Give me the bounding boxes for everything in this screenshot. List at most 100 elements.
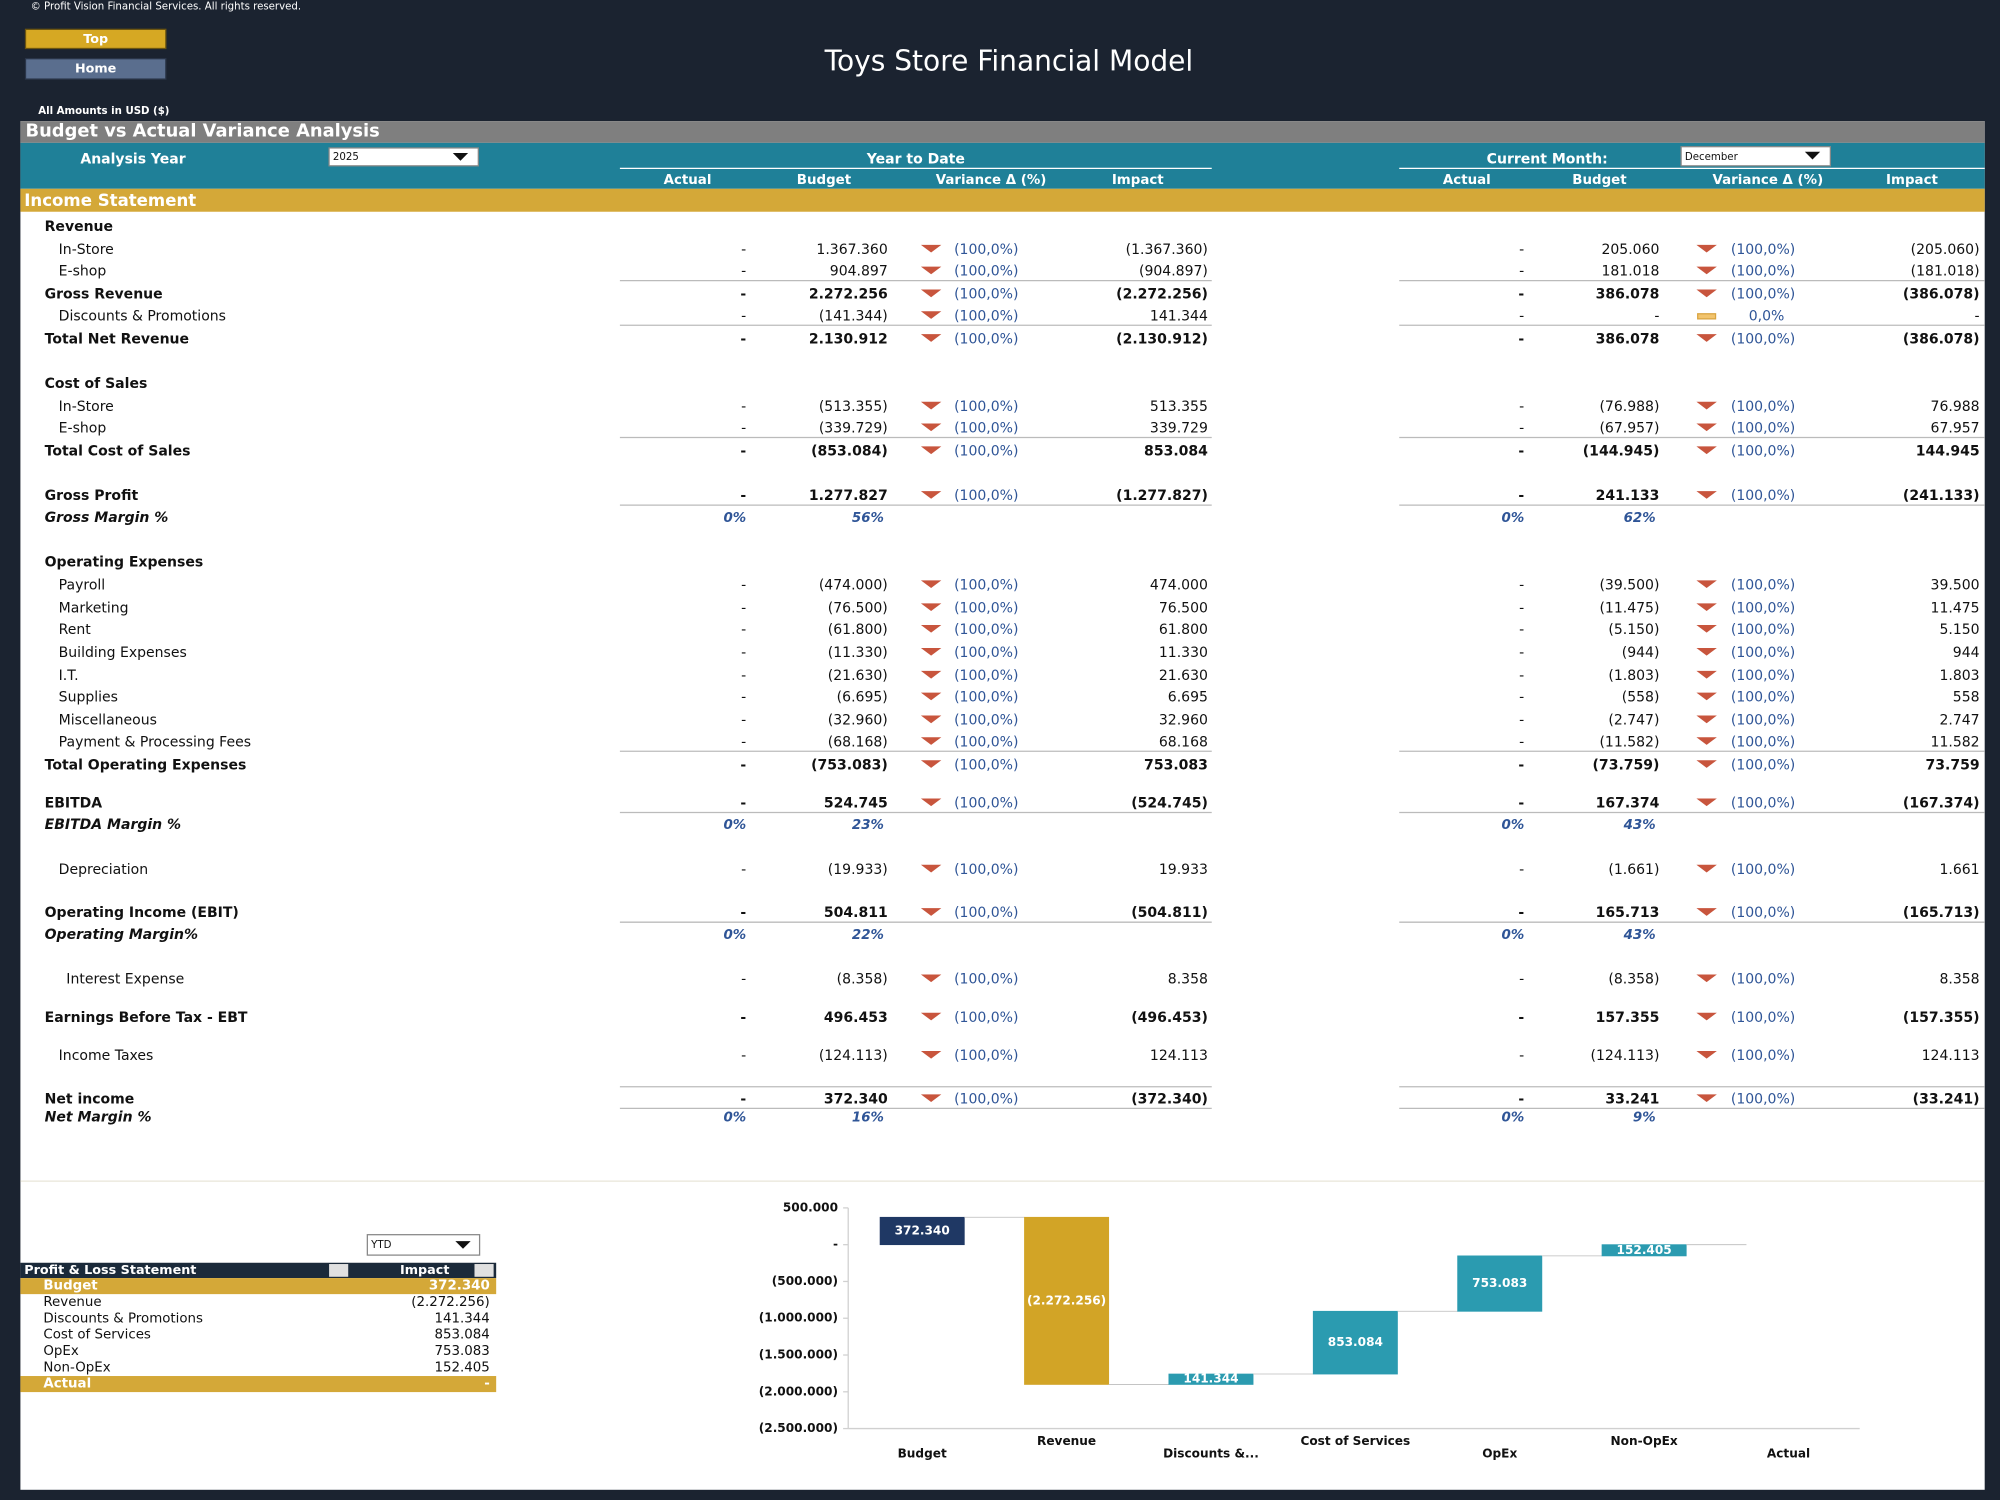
year-dropdown[interactable] (328, 147, 479, 167)
variance-value: (100,0%) (954, 308, 1018, 324)
top-button[interactable] (24, 28, 167, 50)
impact-value: 67.957 (1931, 421, 1980, 437)
variance-icon (1696, 647, 1717, 656)
value-label: (2.272.256) (1027, 1293, 1106, 1307)
impact-value: (167.374) (1903, 796, 1980, 812)
column-header: Impact (1112, 173, 1164, 188)
variance-icon (920, 715, 942, 724)
button-label[interactable]: Top (83, 32, 108, 47)
budget-value: (753.083) (811, 757, 888, 773)
budget-value: (68.168) (828, 734, 888, 750)
budget-value: 2.130.912 (809, 331, 888, 347)
variance-value: (100,0%) (954, 690, 1018, 706)
month-dropdown[interactable] (1680, 146, 1831, 167)
budget-value: (513.355) (819, 399, 888, 415)
variance-value: (100,0%) (954, 444, 1018, 460)
budget-value: - (1654, 308, 1659, 324)
variance-icon (920, 289, 942, 298)
actual-value: - (1518, 1091, 1524, 1107)
margin-value: 43% (1623, 818, 1656, 833)
impact-value: 558 (1953, 690, 1980, 706)
impact-value: 141.344 (1150, 308, 1208, 324)
row-label: Rent (59, 622, 92, 638)
budget-value: (19.933) (828, 862, 888, 878)
filter-dropdown[interactable] (366, 1234, 481, 1256)
impact-value: 73.759 (1925, 757, 1979, 773)
pl-row-label: Non-OpEx (43, 1360, 110, 1375)
column-header: Actual (664, 173, 712, 188)
row-label: EBITDA (45, 796, 103, 812)
variance-icon (920, 603, 942, 611)
budget-value: 496.453 (824, 1010, 888, 1026)
variance-icon (920, 311, 942, 319)
y-tick-label: 500.000 (783, 1200, 838, 1214)
dropdown-arrow (1804, 151, 1821, 160)
variance-icon (920, 974, 942, 983)
button-label[interactable]: Home (75, 61, 117, 76)
variance-icon (920, 446, 942, 455)
variance-icon (1696, 1094, 1717, 1103)
impact-value: 19.933 (1159, 862, 1208, 878)
budget-value: 1.277.827 (809, 488, 888, 504)
budget-value: (6.695) (837, 690, 888, 706)
margin-value: 16% (852, 1110, 884, 1125)
variance-icon (920, 737, 942, 745)
budget-value: (1.803) (1608, 668, 1659, 684)
budget-value: (11.475) (1599, 600, 1659, 616)
actual-value: - (741, 713, 746, 729)
row-label: In-Store (59, 242, 114, 258)
impact-value: 8.358 (1168, 972, 1208, 988)
variance-icon (920, 760, 942, 768)
actual-value: - (741, 734, 746, 750)
column-header: Actual (1443, 173, 1491, 188)
month-label: Current Month: (1487, 151, 1608, 167)
budget-value: (853.084) (811, 444, 888, 460)
actual-value: - (741, 421, 746, 437)
budget-value: 157.355 (1596, 1010, 1660, 1026)
actual-value: - (1518, 757, 1524, 773)
variance-icon (1696, 908, 1717, 916)
row-label: Supplies (59, 690, 118, 706)
margin-value: 0% (1502, 928, 1525, 943)
actual-value: - (1518, 488, 1524, 504)
copyright: © Profit Vision Financial Services. All … (31, 1, 302, 12)
actual-value: - (1519, 734, 1524, 750)
variance-value: 0,0% (1749, 308, 1785, 324)
variance-value: (100,0%) (1731, 444, 1795, 460)
column-header: Variance Δ (%) (1713, 173, 1824, 188)
pl-header-label: Profit & Loss Statement (24, 1263, 196, 1278)
variance-value: (100,0%) (1731, 421, 1795, 437)
budget-value: 33.241 (1605, 1091, 1659, 1107)
variance-value: (100,0%) (954, 905, 1018, 921)
bar (1312, 1310, 1398, 1375)
budget-value: (11.582) (1599, 734, 1659, 750)
x-tick-label: Actual (1767, 1447, 1810, 1461)
filter-button[interactable] (329, 1264, 349, 1277)
margin-value: 22% (852, 928, 884, 943)
variance-value: (100,0%) (954, 1010, 1018, 1026)
variance-value: (100,0%) (954, 600, 1018, 616)
impact-value: (33.241) (1913, 1091, 1980, 1107)
variance-value: (100,0%) (1731, 622, 1795, 638)
variance-icon (920, 1094, 942, 1103)
margin-value: 0% (1502, 511, 1525, 526)
filter-button[interactable] (474, 1264, 494, 1277)
x-tick-label: OpEx (1482, 1447, 1517, 1461)
actual-value: - (1518, 1010, 1524, 1026)
actual-value: - (1519, 690, 1524, 706)
variance-icon (1696, 1051, 1717, 1059)
row-label: Operating Expenses (45, 555, 204, 571)
impact-value: (2.272.256) (1116, 287, 1208, 303)
row-label: Earnings Before Tax - EBT (45, 1010, 248, 1026)
budget-value: (124.113) (1591, 1048, 1660, 1064)
pl-row-label: Discounts & Promotions (43, 1311, 203, 1326)
variance-value: (100,0%) (954, 734, 1018, 750)
impact-value: (181.018) (1911, 264, 1980, 280)
actual-value: - (1518, 796, 1524, 812)
dropdown-arrow (452, 153, 469, 161)
row-label: Gross Margin % (45, 510, 169, 526)
variance-icon (1696, 244, 1717, 253)
pl-row-label: Revenue (43, 1295, 101, 1310)
budget-value: (1.661) (1608, 862, 1659, 878)
home-button[interactable] (24, 58, 167, 80)
